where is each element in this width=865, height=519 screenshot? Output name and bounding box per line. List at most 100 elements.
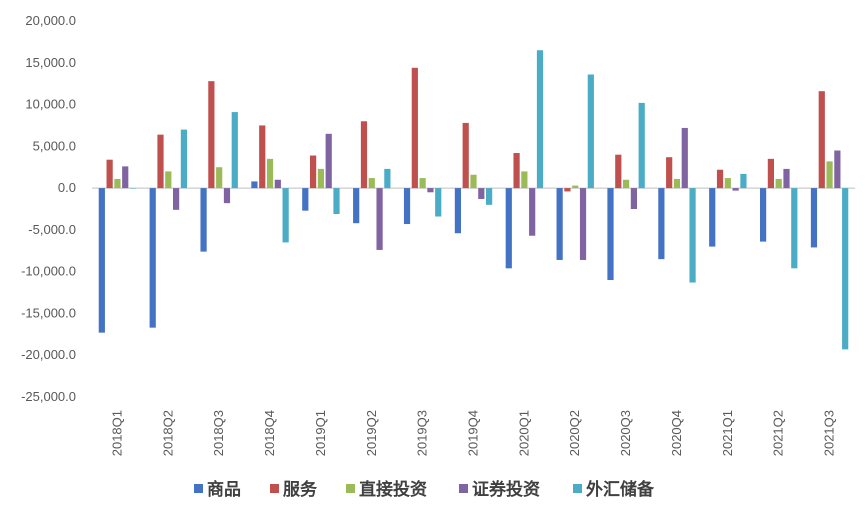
x-tick-label: 2018Q3	[211, 410, 226, 456]
bar-5-2018Q2	[180, 129, 187, 189]
x-tick-label: 2018Q1	[109, 410, 124, 456]
bar-3-2019Q4	[470, 174, 477, 189]
bar-2-2020Q2	[564, 188, 571, 192]
bar-4-2019Q3	[427, 188, 434, 193]
legend-label: 外汇储备	[586, 479, 655, 500]
bar-3-2019Q1	[317, 168, 324, 189]
bar-1-2019Q2	[353, 188, 360, 224]
legend-label: 直接投资	[359, 479, 427, 500]
bar-1-2020Q1	[505, 188, 512, 269]
y-tick-label: 0.0	[58, 180, 76, 195]
x-tick-label: 2019Q2	[364, 410, 379, 456]
bar-1-2019Q3	[403, 188, 411, 225]
bar-1-2021Q3	[810, 188, 818, 248]
bar-4-2020Q2	[579, 188, 587, 260]
bar-2-2021Q1	[716, 169, 724, 189]
x-tick-label: 2018Q2	[160, 410, 175, 456]
bar-5-2021Q3	[842, 188, 849, 350]
bar-1-2020Q4	[658, 188, 665, 260]
bar-4-2018Q1	[122, 166, 129, 189]
bar-5-2020Q1	[536, 50, 544, 189]
bar-2-2020Q3	[615, 154, 622, 189]
bar-3-2021Q1	[724, 178, 731, 189]
legend-label: 证券投资	[472, 479, 540, 500]
x-tick-label: 2018Q4	[262, 410, 277, 456]
bar-1-2018Q2	[149, 188, 156, 328]
bar-2-2018Q1	[106, 159, 113, 189]
bar-2-2021Q2	[767, 158, 774, 189]
legend-swatch	[459, 484, 468, 493]
bar-4-2018Q2	[173, 188, 180, 210]
bar-5-2019Q1	[333, 188, 340, 215]
bar-3-2018Q3	[216, 167, 223, 189]
bar-1-2018Q3	[200, 188, 207, 252]
bar-4-2019Q1	[325, 133, 332, 189]
bar-4-2020Q1	[529, 188, 536, 236]
bar-1-2019Q1	[302, 188, 309, 211]
x-tick-label: 2021Q1	[720, 410, 735, 456]
bar-5-2018Q4	[282, 188, 289, 243]
x-axis: 2018Q1 2018Q2 2018Q3 2018Q4 2019Q1 2019Q2 2019…	[92, 187, 855, 456]
bar-5-2019Q3	[435, 188, 442, 217]
bar-2-2019Q1	[310, 155, 317, 189]
bar-3-2021Q2	[775, 178, 782, 189]
y-tick-label: -10,000.0	[21, 264, 76, 279]
bar-5-2021Q2	[791, 188, 798, 269]
bar-1-2018Q1	[98, 188, 105, 333]
bar-4-2019Q4	[478, 188, 485, 199]
bars	[98, 50, 849, 350]
bar-3-2018Q4	[266, 158, 274, 189]
x-tick-label: 2021Q3	[822, 410, 837, 456]
bar-1-2020Q3	[607, 188, 614, 281]
x-tick-label: 2021Q2	[771, 410, 786, 456]
bar-5-2020Q3	[638, 102, 645, 189]
legend-label: 商品	[207, 479, 241, 500]
bar-3-2020Q4	[673, 178, 681, 189]
bar-4-2020Q4	[681, 127, 688, 189]
bar-2-2019Q4	[462, 122, 469, 189]
x-tick-label: 2020Q2	[567, 410, 582, 456]
y-tick-label: -5,000.0	[28, 222, 76, 237]
bar-3-2019Q3	[419, 178, 426, 189]
bar-1-2018Q4	[251, 181, 258, 189]
x-tick-label: 2020Q4	[669, 410, 684, 456]
y-axis: 20,000.0 15,000.0 10,000.0 5,000.0 0.0 -5,000…	[21, 13, 76, 404]
legend-swatch	[346, 484, 355, 493]
y-tick-label: 15,000.0	[25, 55, 76, 70]
y-tick-label: 20,000.0	[25, 13, 76, 28]
bar-4-2018Q3	[223, 188, 231, 204]
bar-2-2018Q3	[208, 81, 215, 189]
bar-1-2021Q1	[709, 188, 716, 247]
bar-3-2020Q3	[623, 179, 630, 189]
bar-1-2020Q2	[556, 188, 563, 260]
bar-2-2019Q3	[411, 67, 418, 189]
bar-3-2019Q2	[368, 178, 375, 189]
x-tick-label: 2019Q1	[313, 410, 328, 456]
bar-5-2018Q3	[231, 112, 238, 189]
bar-3-2018Q1	[114, 178, 121, 189]
bar-2-2020Q1	[513, 153, 520, 189]
bar-2-2020Q4	[666, 157, 673, 189]
bar-4-2018Q4	[274, 179, 281, 189]
bar-1-2019Q4	[454, 188, 461, 234]
bar-4-2021Q3	[834, 150, 841, 189]
bar-2-2018Q4	[259, 125, 266, 189]
y-tick-label: 10,000.0	[25, 97, 76, 112]
bar-2-2021Q3	[818, 91, 825, 189]
bar-1-2021Q2	[760, 188, 767, 242]
legend: 商品 服务 直接投资 证券投资 外汇储备	[194, 479, 655, 500]
bar-3-2020Q1	[521, 171, 528, 189]
legend-swatch	[573, 484, 582, 493]
bar-5-2021Q1	[740, 173, 747, 189]
x-tick-label: 2019Q3	[415, 410, 430, 456]
bar-3-2018Q2	[165, 171, 172, 189]
bar-5-2020Q2	[587, 74, 594, 189]
bar-5-2019Q4	[486, 188, 493, 205]
legend-swatch	[270, 484, 279, 493]
y-tick-label: -15,000.0	[21, 305, 76, 320]
bar-5-2020Q4	[689, 188, 696, 283]
bar-2-2019Q2	[360, 121, 368, 189]
legend-swatch	[194, 484, 203, 493]
x-tick-label: 2019Q4	[466, 410, 481, 456]
